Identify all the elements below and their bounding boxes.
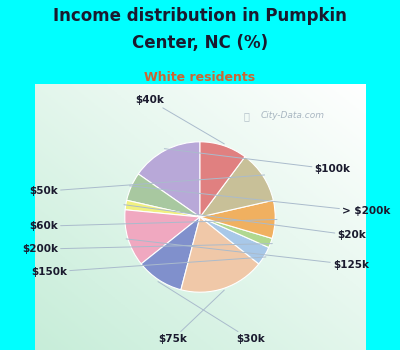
Wedge shape [200,200,275,238]
Text: ⓘ: ⓘ [243,111,249,121]
Text: $200k: $200k [22,244,272,254]
Wedge shape [200,157,273,217]
Wedge shape [138,142,200,217]
Text: $150k: $150k [31,257,266,277]
Text: City-Data.com: City-Data.com [260,111,324,120]
Text: Center, NC (%): Center, NC (%) [132,34,268,51]
Wedge shape [127,174,200,217]
Wedge shape [181,217,259,292]
Text: $50k: $50k [29,175,264,196]
Wedge shape [125,200,200,217]
Text: $30k: $30k [158,281,265,344]
Text: $40k: $40k [135,95,224,144]
Text: $100k: $100k [164,149,351,174]
Wedge shape [200,142,245,217]
Text: Income distribution in Pumpkin: Income distribution in Pumpkin [53,7,347,25]
Wedge shape [200,217,272,247]
Text: $20k: $20k [124,205,366,240]
Text: > $200k: > $200k [130,186,390,217]
Text: $75k: $75k [158,290,224,344]
Text: White residents: White residents [144,71,256,84]
Wedge shape [200,217,269,264]
Wedge shape [141,217,200,290]
Text: $125k: $125k [126,239,369,270]
Text: $60k: $60k [29,219,277,231]
Wedge shape [125,210,200,264]
